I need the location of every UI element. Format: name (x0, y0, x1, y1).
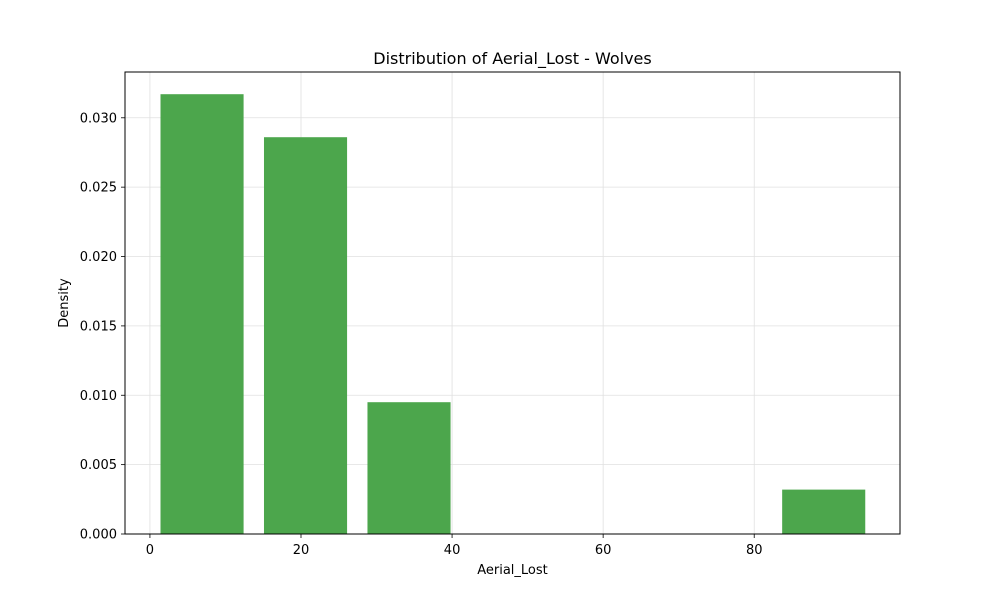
chart-title: Distribution of Aerial_Lost - Wolves (373, 49, 651, 69)
x-tick-label: 40 (444, 543, 461, 558)
x-axis-ticks: 0 20 40 60 80 (146, 534, 763, 558)
y-tick-label: 0.010 (80, 389, 117, 404)
histogram-bar (782, 489, 866, 534)
y-tick-label: 0.030 (80, 111, 117, 126)
y-tick-label: 0.020 (80, 250, 117, 265)
histogram-bar (367, 402, 451, 534)
grid (125, 72, 900, 535)
x-tick-label: 0 (146, 543, 154, 558)
x-tick-label: 20 (293, 543, 310, 558)
y-axis-label: Density (57, 278, 72, 328)
y-tick-label: 0.000 (80, 528, 117, 543)
y-tick-label: 0.005 (80, 458, 117, 473)
y-axis-ticks: 0.000 0.005 0.010 0.015 0.020 0.025 0.030 (80, 111, 125, 543)
x-tick-label: 80 (746, 543, 763, 558)
y-tick-label: 0.025 (80, 181, 117, 196)
y-tick-label: 0.015 (80, 319, 117, 334)
histogram-bar (160, 94, 244, 535)
histogram-bar (263, 137, 348, 534)
bars (160, 94, 866, 535)
plot-frame (124, 71, 901, 535)
x-axis-label: Aerial_Lost (477, 563, 548, 578)
x-tick-label: 60 (595, 543, 612, 558)
